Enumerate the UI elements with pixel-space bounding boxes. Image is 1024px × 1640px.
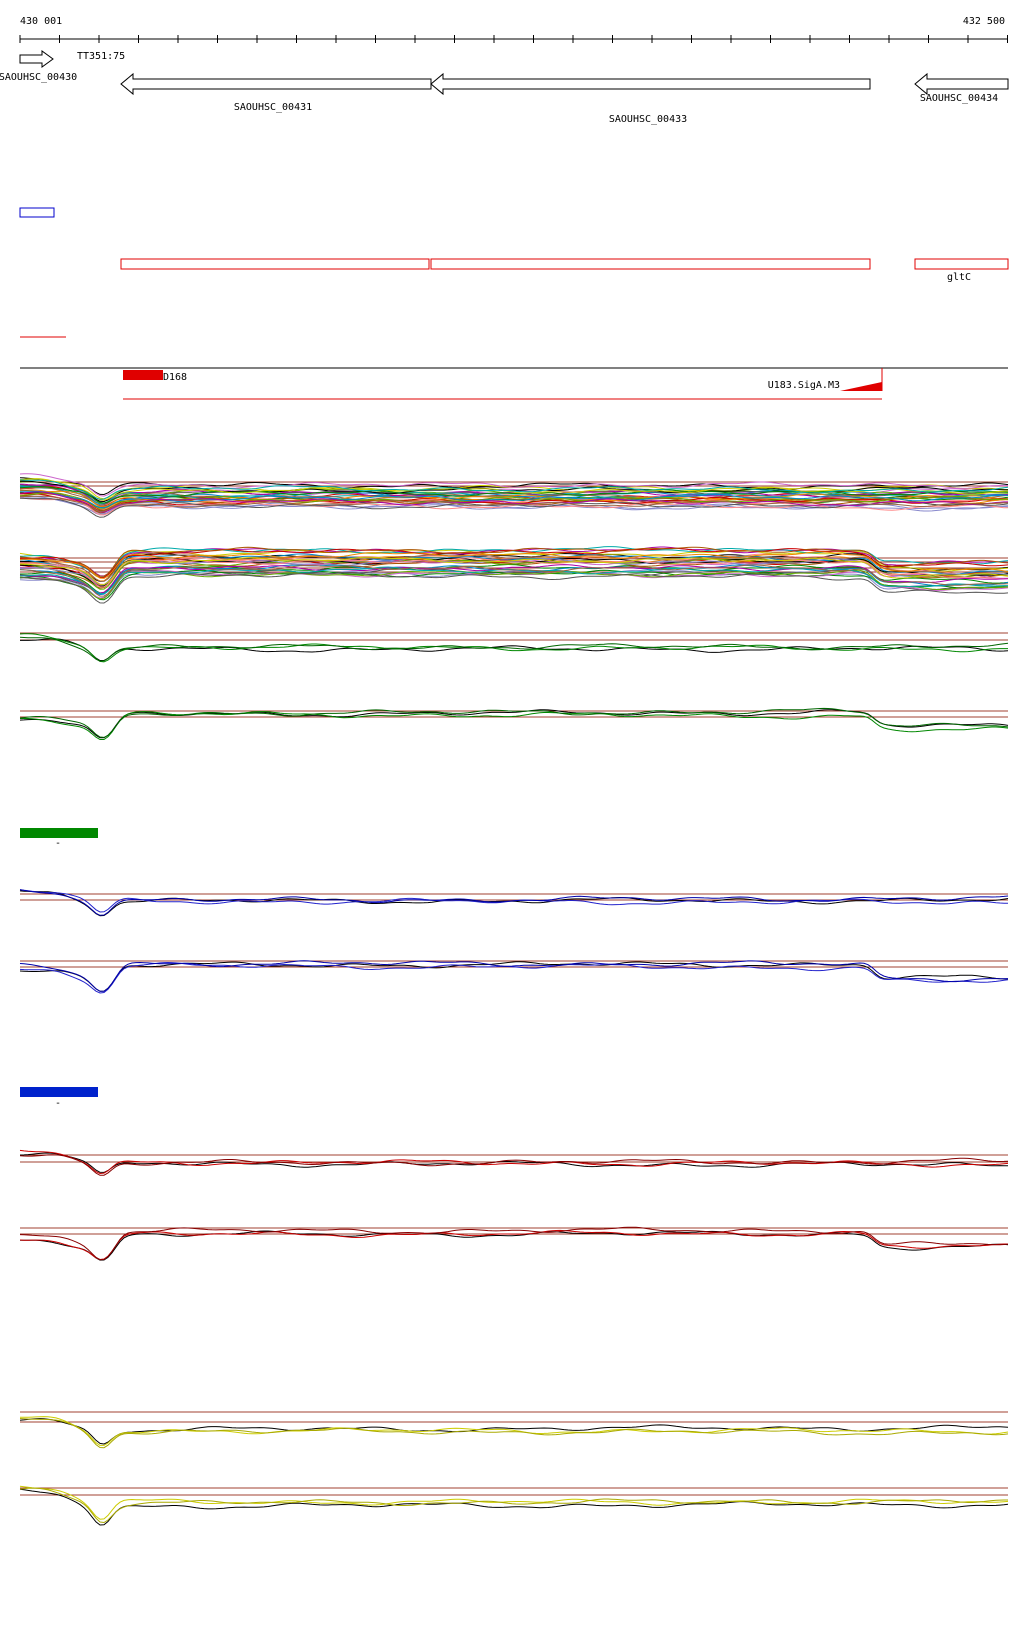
operon-box xyxy=(120,258,430,270)
trace xyxy=(19,479,1009,500)
trace xyxy=(19,569,1009,599)
tss-label: TT351:75 xyxy=(77,51,125,62)
trace xyxy=(20,490,1009,509)
ruler-start: 430 001 xyxy=(20,16,62,27)
trace xyxy=(19,636,1009,662)
ruler-end: 432 500 xyxy=(963,16,1005,27)
regulator-label: U183.SigA.M3 xyxy=(768,380,840,391)
trace xyxy=(19,889,1009,916)
trace xyxy=(19,552,1009,582)
trace xyxy=(19,1487,1008,1524)
expression-traces xyxy=(19,473,1009,1526)
feature-box xyxy=(19,207,55,218)
legend-bar xyxy=(20,828,98,838)
trace xyxy=(20,563,1009,594)
trace xyxy=(19,1226,1009,1261)
trace xyxy=(19,473,1008,497)
operon-label: gltC xyxy=(947,272,971,283)
gene-label: SAOUHSC_00434 xyxy=(920,93,998,104)
trace xyxy=(19,960,1009,992)
trace xyxy=(19,564,1009,594)
regulator-label: D168 xyxy=(163,372,187,383)
trace xyxy=(19,546,1009,577)
trace xyxy=(19,497,1009,518)
trace xyxy=(19,890,1009,917)
gene-label: SAOUHSC_00430 xyxy=(0,72,77,83)
trace xyxy=(19,569,1009,601)
trace xyxy=(19,572,1009,604)
trace xyxy=(19,1154,1009,1176)
trace xyxy=(19,478,1009,501)
gene-arrow xyxy=(914,72,1009,96)
trace xyxy=(20,1230,1009,1261)
trace xyxy=(19,564,1009,597)
trace xyxy=(20,556,1009,586)
trace xyxy=(19,1418,1009,1449)
trace xyxy=(19,551,1009,579)
gene-arrow xyxy=(430,72,871,96)
trace xyxy=(19,707,1009,738)
gene-arrow xyxy=(19,50,54,68)
trace xyxy=(19,1149,1009,1175)
operon-box xyxy=(430,258,871,270)
regulator-triangle xyxy=(840,382,882,391)
legend-mark: - xyxy=(55,1098,61,1109)
legend-bar xyxy=(20,1087,98,1097)
trace xyxy=(19,1229,1008,1261)
trace xyxy=(19,485,1009,505)
legend-mark: - xyxy=(55,838,61,849)
trace xyxy=(19,486,1009,504)
trace xyxy=(19,495,1009,512)
gene-label: SAOUHSC_00431 xyxy=(234,102,312,113)
trace xyxy=(20,638,1009,661)
ruler-ticks xyxy=(19,35,1008,43)
trace xyxy=(19,1485,1009,1520)
gene-arrow xyxy=(120,72,432,96)
trace xyxy=(19,491,1008,513)
operon-box xyxy=(914,258,1009,270)
trace xyxy=(19,961,1009,994)
gene-label: SAOUHSC_00433 xyxy=(609,114,687,125)
regulator-block xyxy=(123,370,163,380)
trace xyxy=(19,558,1009,586)
